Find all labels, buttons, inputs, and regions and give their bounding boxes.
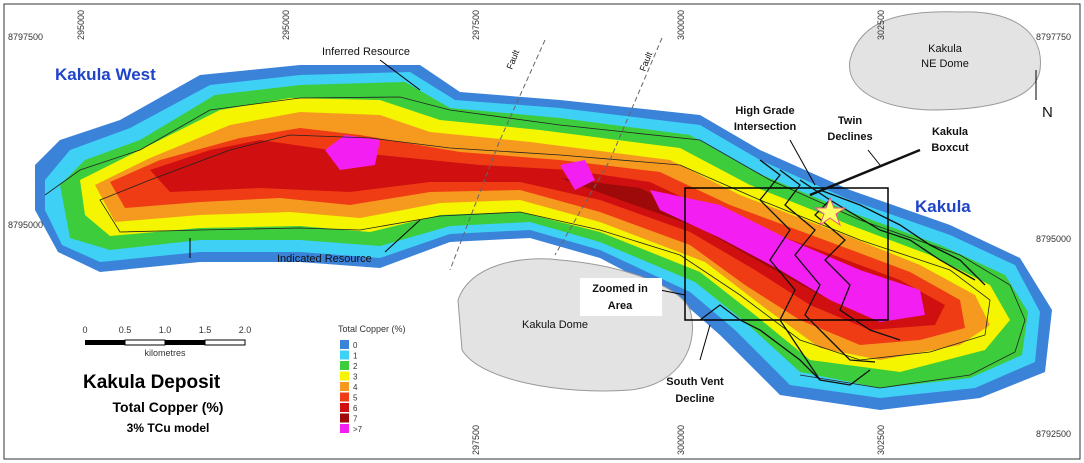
grid-label: 8797750 (1036, 32, 1071, 42)
declines (699, 148, 986, 386)
grid-label: 297500 (471, 425, 481, 455)
legend-label: 6 (353, 404, 358, 413)
grid-label: 300000 (676, 425, 686, 455)
grid-labels: 295000 295000 297500 300000 302500 29750… (8, 10, 1071, 455)
grid-label: 302500 (876, 425, 886, 455)
zoom-box (684, 187, 889, 321)
label: Inferred Resource (322, 46, 410, 58)
scale-label: 2.0 (239, 325, 252, 335)
grid-label: 295000 (281, 10, 291, 40)
label: N (1042, 104, 1053, 121)
legend-label: >7 (353, 425, 363, 434)
legend-swatch (340, 392, 349, 402)
legend-label: 1 (353, 352, 358, 361)
grid-label: 300000 (676, 10, 686, 40)
grid-label: 8792500 (1036, 429, 1071, 439)
high-grade-star (813, 196, 847, 227)
label: Kakula West (55, 65, 156, 84)
scale-label: 1.0 (159, 325, 172, 335)
legend-swatch (340, 350, 349, 360)
grid-label: 295000 (76, 10, 86, 40)
scale-label: 1.5 (199, 325, 212, 335)
legend-label: 2 (353, 362, 358, 371)
scale-unit: kilometres (144, 348, 186, 358)
legend-label: 0 (353, 341, 358, 350)
legend-label: 5 (353, 394, 358, 403)
legend-swatch (340, 371, 349, 381)
grid-label: 8795000 (1036, 234, 1071, 244)
title: Kakula Deposit (83, 372, 221, 393)
label-box (580, 278, 662, 316)
label: Kakula (915, 197, 971, 216)
label: Kakula Dome (522, 319, 588, 331)
grid-label: 297500 (471, 10, 481, 40)
label: South Vent Decline (666, 376, 724, 405)
label: Twin Declines (827, 115, 872, 143)
fault-line (554, 37, 663, 256)
legend-title: Total Copper (%) (338, 324, 406, 334)
grid-label: 302500 (876, 10, 886, 40)
legend: Total Copper (%) 0 12 34 56 7>7 (338, 324, 406, 434)
label: Kakula Boxcut (931, 126, 969, 154)
legend-swatch (340, 361, 349, 370)
grade-zone (150, 140, 945, 330)
copper-grade (35, 65, 1052, 410)
grid-label: 8797500 (8, 32, 43, 42)
legend-swatch (340, 424, 349, 433)
legend-label: 3 (353, 373, 358, 382)
subtitle: Total Copper (%) (113, 399, 224, 415)
label: Indicated Resource (277, 253, 372, 265)
grid-label: 8795000 (8, 220, 43, 230)
indicated-boundary (99, 134, 991, 361)
legend-label: 7 (353, 415, 358, 424)
inferred-boundary (44, 96, 1026, 389)
legend-label: 4 (353, 383, 358, 392)
legend-swatch (340, 403, 349, 412)
legend-swatch (340, 413, 349, 423)
label: Zoomed in Area (592, 283, 648, 312)
label: High Grade Intersection (734, 105, 797, 133)
grade-zone (325, 135, 380, 170)
grade-zone (560, 160, 595, 190)
scale-label: 0 (82, 325, 87, 335)
grade-zone (650, 190, 925, 322)
label: Kakula NE Dome (921, 43, 969, 70)
annotation-arrows (189, 59, 1037, 361)
ne-dome (849, 11, 1041, 111)
model: 3% TCu model (127, 421, 210, 435)
scale-bar: 0 0.5 1.0 1.5 2.0 kilometres (82, 325, 251, 358)
legend-swatch (340, 340, 349, 349)
legend-swatch (340, 382, 349, 391)
map-labels: Kakula West Inferred Resource Fault Faul… (55, 43, 1053, 405)
scale-label: 0.5 (119, 325, 132, 335)
fault-line (449, 39, 546, 271)
